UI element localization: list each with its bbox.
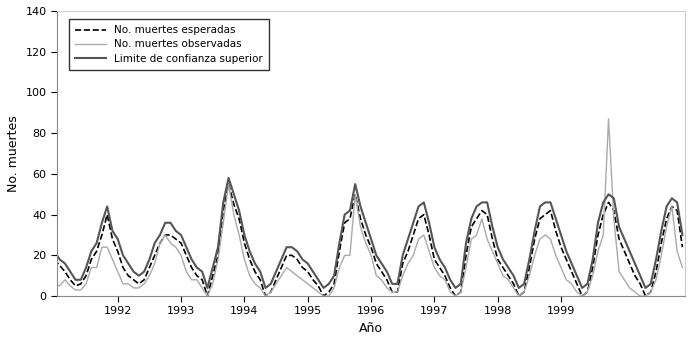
No. muertes observadas — [552, 253, 560, 258]
No. muertes esperadas — [557, 245, 565, 249]
Limite de confianza superior — [224, 176, 233, 180]
No. muertes esperadas — [409, 233, 417, 237]
No. muertes observadas — [203, 294, 212, 298]
Line: No. muertes observadas: No. muertes observadas — [55, 119, 682, 296]
Limite de confianza superior — [230, 192, 238, 196]
Limite de confianza superior — [557, 233, 565, 237]
No. muertes observadas — [224, 182, 233, 186]
No. muertes esperadas — [51, 258, 59, 262]
No. muertes esperadas — [493, 258, 502, 262]
Limite de confianza superior — [493, 245, 502, 249]
X-axis label: Año: Año — [359, 322, 383, 335]
Limite de confianza superior — [203, 286, 212, 290]
Line: Limite de confianza superior: Limite de confianza superior — [55, 178, 682, 288]
Limite de confianza superior — [678, 233, 686, 237]
No. muertes esperadas — [668, 205, 676, 209]
No. muertes observadas — [604, 117, 612, 121]
No. muertes esperadas — [203, 294, 212, 298]
Limite de confianza superior — [51, 249, 59, 253]
No. muertes observadas — [678, 265, 686, 269]
Limite de confianza superior — [668, 196, 676, 200]
No. muertes esperadas — [678, 245, 686, 249]
No. muertes observadas — [489, 249, 497, 253]
No. muertes esperadas — [224, 182, 233, 186]
No. muertes observadas — [182, 269, 190, 274]
Y-axis label: No. muertes: No. muertes — [7, 115, 20, 192]
Limite de confianza superior — [182, 245, 190, 249]
No. muertes esperadas — [230, 202, 238, 207]
Legend: No. muertes esperadas, No. muertes observadas, Limite de confianza superior: No. muertes esperadas, No. muertes obser… — [69, 19, 269, 70]
Line: No. muertes esperadas: No. muertes esperadas — [55, 184, 682, 296]
No. muertes esperadas — [182, 253, 190, 258]
Limite de confianza superior — [409, 221, 417, 225]
No. muertes observadas — [51, 282, 59, 286]
No. muertes observadas — [668, 205, 676, 209]
No. muertes observadas — [404, 261, 412, 265]
